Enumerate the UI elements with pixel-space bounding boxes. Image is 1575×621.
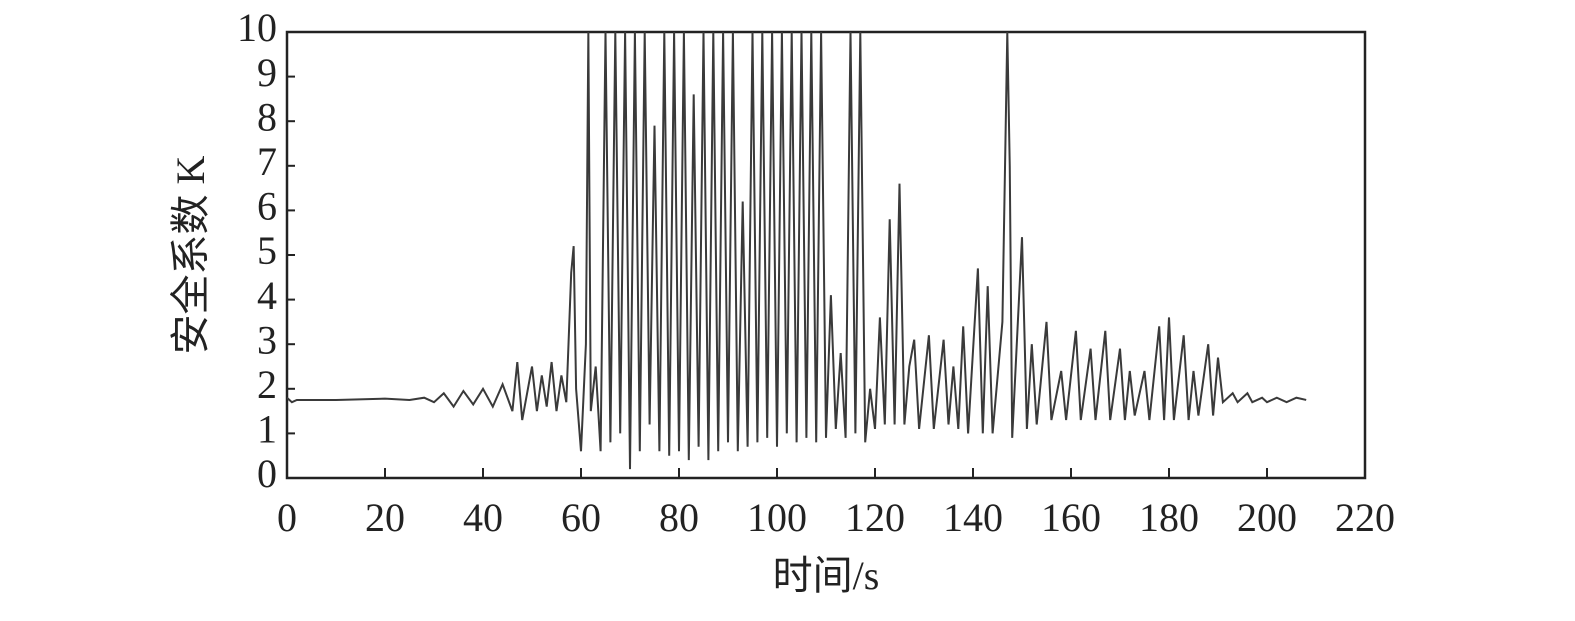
x-tick-label: 20 [365,495,405,540]
y-tick-label: 10 [237,5,277,50]
y-tick-label: 7 [257,139,277,184]
y-tick-label: 0 [257,451,277,496]
y-axis-label: 安全系数 K [168,155,213,354]
x-tick-label: 60 [561,495,601,540]
x-tick-label: 180 [1139,495,1199,540]
x-axis-label: 时间/s [773,553,880,598]
x-tick-label: 160 [1041,495,1101,540]
y-tick-label: 6 [257,184,277,229]
y-tick-label: 8 [257,94,277,139]
y-tick-label: 4 [257,273,277,318]
x-tick-label: 100 [747,495,807,540]
x-tick-label: 40 [463,495,503,540]
data-line [287,32,1307,470]
y-tick-label: 2 [257,362,277,407]
y-tick-label: 5 [257,228,277,273]
x-tick-label: 120 [845,495,905,540]
x-tick-label: 200 [1237,495,1297,540]
x-tick-label: 220 [1335,495,1395,540]
x-tick-label: 140 [943,495,1003,540]
x-tick-label: 0 [277,495,297,540]
x-tick-label: 80 [659,495,699,540]
y-tick-label: 3 [257,317,277,362]
y-tick-label: 1 [257,407,277,452]
y-tick-label: 9 [257,50,277,95]
